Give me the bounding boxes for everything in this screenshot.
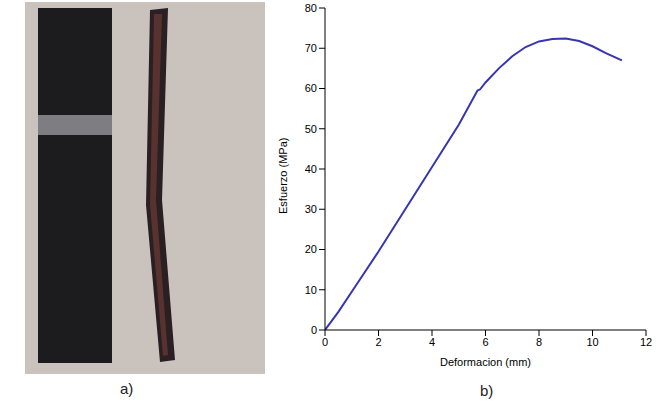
svg-text:8: 8 — [536, 336, 542, 348]
svg-text:30: 30 — [305, 203, 317, 215]
svg-text:6: 6 — [482, 336, 488, 348]
html-text:b): b) — [480, 382, 494, 399]
svg-text:70: 70 — [305, 42, 317, 54]
svg-text:20: 20 — [305, 243, 317, 255]
svg-text:12: 12 — [640, 336, 652, 348]
svg-text:10: 10 — [586, 336, 598, 348]
svg-text:4: 4 — [429, 336, 435, 348]
svg-text:80: 80 — [305, 2, 317, 14]
svg-text:2: 2 — [375, 336, 381, 348]
svg-text:50: 50 — [305, 123, 317, 135]
svg-text:60: 60 — [305, 82, 317, 94]
svg-text:40: 40 — [305, 163, 317, 175]
svg-text:0: 0 — [311, 324, 317, 336]
svg-text:Deformacion (mm): Deformacion (mm) — [440, 356, 531, 368]
svg-text:0: 0 — [322, 336, 328, 348]
svg-text:Esfuerzo (MPa): Esfuerzo (MPa) — [277, 138, 289, 214]
html-text:a): a) — [120, 380, 134, 397]
svg-text:10: 10 — [305, 284, 317, 296]
